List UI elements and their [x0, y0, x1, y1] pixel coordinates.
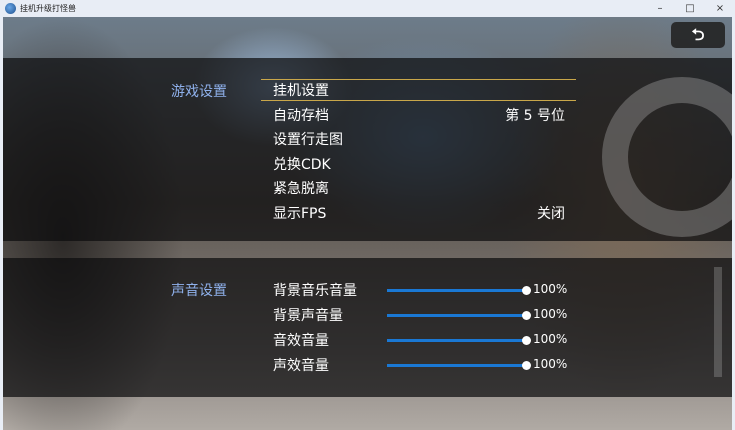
- slider-handle[interactable]: [522, 311, 531, 320]
- back-button[interactable]: ⮌: [671, 22, 725, 48]
- volume-value: 100%: [533, 357, 568, 371]
- volume-slider[interactable]: [387, 286, 531, 295]
- menu-item-value[interactable]: 关闭: [537, 205, 565, 222]
- menu-item[interactable]: 兑换CDK: [273, 156, 331, 173]
- volume-value: 100%: [533, 282, 568, 296]
- game-screen: ⮌ 游戏设置 挂机设置自动存档 第 5 号位设置行走图兑换CDK 紧急脱离显示FPS…: [3, 17, 732, 430]
- music-note-icon: [682, 267, 722, 377]
- volume-slider[interactable]: [387, 336, 531, 345]
- volume-value: 100%: [533, 307, 568, 321]
- title-bar: 挂机升级打怪兽 – □ ×: [0, 0, 735, 17]
- volume-slider[interactable]: [387, 361, 531, 370]
- menu-item-value[interactable]: 第 5 号位: [505, 107, 565, 124]
- volume-slider[interactable]: [387, 311, 531, 320]
- menu-item[interactable]: 紧急脱离: [273, 181, 329, 197]
- volume-value: 100%: [533, 332, 568, 346]
- minimize-button[interactable]: –: [657, 3, 663, 14]
- volume-label: 声效音量: [273, 358, 329, 374]
- menu-item[interactable]: 挂机设置: [273, 83, 329, 99]
- menu-item[interactable]: 设置行走图: [273, 132, 343, 148]
- volume-label: 背景声音量: [273, 308, 343, 324]
- section-sound-settings: 声音设置: [171, 283, 227, 299]
- selection-highlight: [261, 79, 576, 101]
- menu-item[interactable]: 自动存档: [273, 107, 329, 124]
- section-game-settings: 游戏设置: [171, 84, 227, 100]
- slider-handle[interactable]: [522, 286, 531, 295]
- slider-handle[interactable]: [522, 361, 531, 370]
- close-button[interactable]: ×: [715, 3, 725, 14]
- slider-handle[interactable]: [522, 336, 531, 345]
- volume-label: 音效音量: [273, 333, 329, 349]
- sound-settings-panel: [3, 258, 732, 397]
- maximize-button[interactable]: □: [685, 3, 695, 14]
- volume-label: 背景音乐音量: [273, 283, 357, 299]
- window-title: 挂机升级打怪兽: [20, 4, 76, 13]
- menu-item[interactable]: 显示FPS: [273, 205, 327, 222]
- back-arrow-icon: ⮌: [691, 25, 705, 44]
- app-icon: [5, 3, 16, 14]
